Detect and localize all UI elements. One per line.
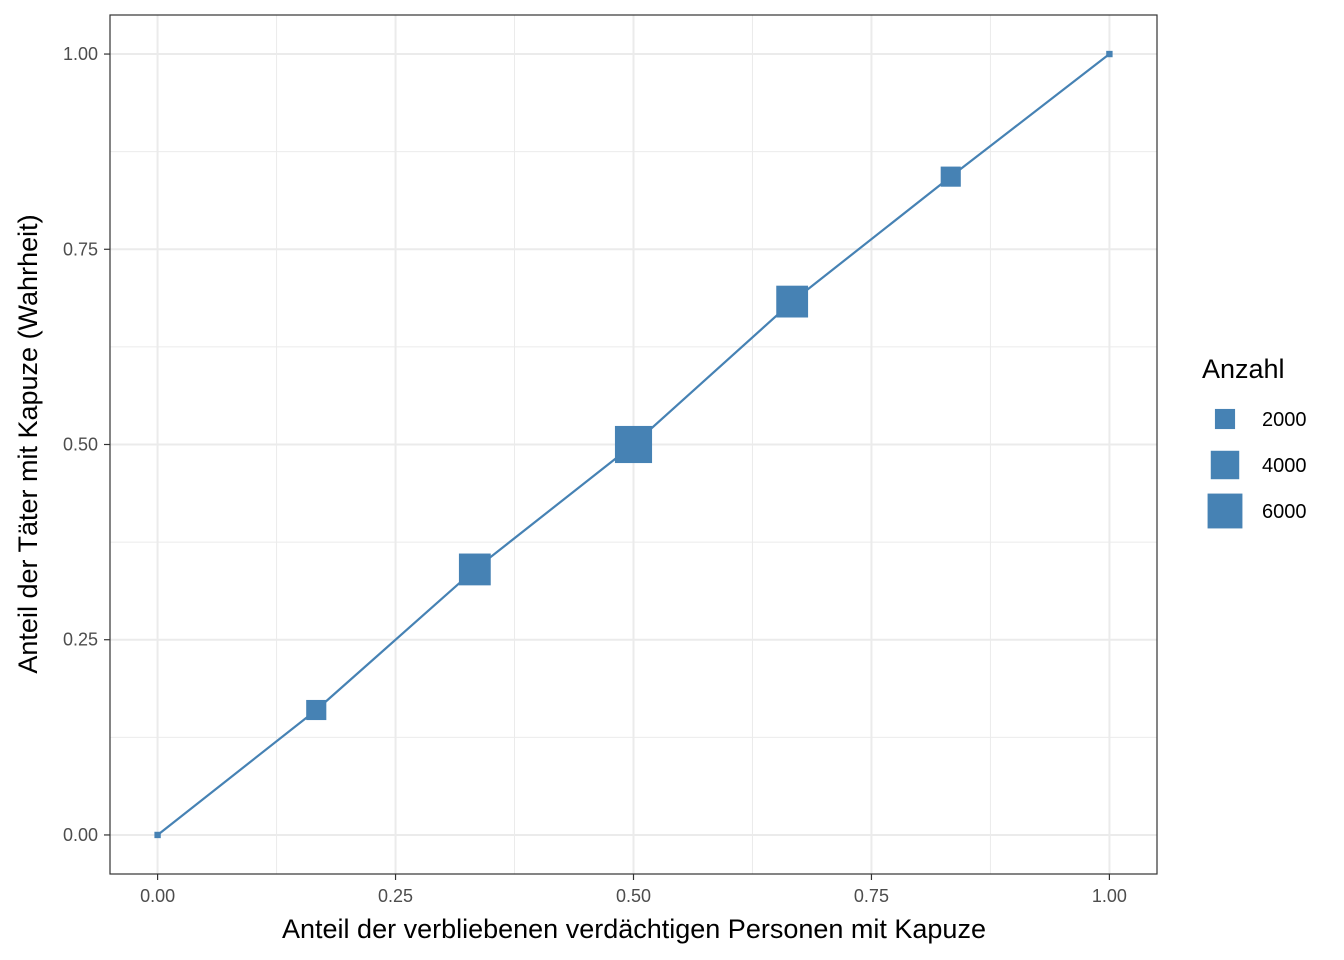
x-axis-title: Anteil der verbliebenen verdächtigen Per… <box>282 914 986 944</box>
data-point <box>940 166 961 187</box>
legend-key <box>1210 450 1240 480</box>
data-point <box>458 553 491 586</box>
legend-label: 2000 <box>1262 409 1307 431</box>
x-tick-label: 1.00 <box>1092 886 1127 906</box>
x-axis: 0.00 0.25 0.50 0.75 1.00 <box>140 874 1127 906</box>
y-tick-label: 0.25 <box>63 630 98 650</box>
legend-key <box>1214 408 1236 430</box>
x-tick-label: 0.25 <box>378 886 413 906</box>
legend-entries: 2000 4000 6000 <box>1207 408 1307 529</box>
y-axis: 0.00 0.25 0.50 0.75 1.00 <box>63 44 110 845</box>
y-tick-label: 0.75 <box>63 239 98 259</box>
data-point <box>306 699 327 721</box>
legend-label: 4000 <box>1262 455 1307 477</box>
y-tick-label: 0.00 <box>63 825 98 845</box>
legend-key <box>1207 493 1243 529</box>
legend-label: 6000 <box>1262 501 1307 523</box>
data-point <box>1106 50 1113 58</box>
data-point <box>614 425 653 464</box>
legend-title: Anzahl <box>1202 354 1285 384</box>
y-tick-label: 0.50 <box>63 435 98 455</box>
x-tick-label: 0.50 <box>616 886 651 906</box>
data-point <box>154 831 161 839</box>
data-points <box>154 50 1113 839</box>
x-tick-label: 0.75 <box>854 886 889 906</box>
legend: Anzahl 2000 4000 6000 <box>1202 354 1307 529</box>
data-point <box>776 285 809 318</box>
x-tick-label: 0.00 <box>140 886 175 906</box>
y-axis-title: Anteil der Täter mit Kapuze (Wahrheit) <box>13 214 43 673</box>
y-tick-label: 1.00 <box>63 44 98 64</box>
